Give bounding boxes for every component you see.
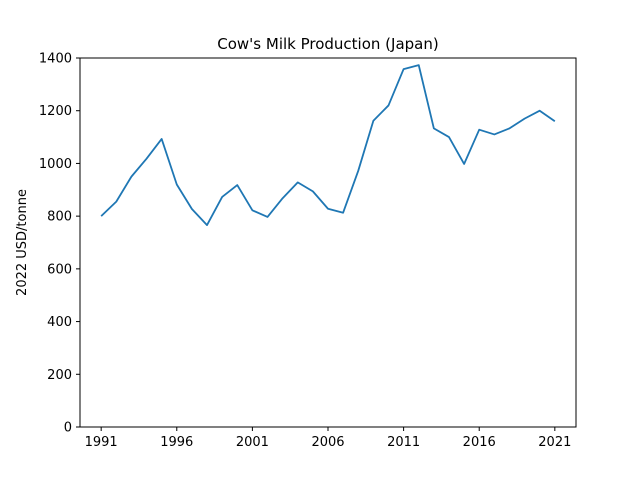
- y-tick-label: 1400: [39, 52, 72, 67]
- x-tick-label: 1991: [85, 435, 118, 450]
- x-tick-label: 1996: [160, 435, 193, 450]
- x-tick-label: 2001: [236, 435, 269, 450]
- y-tick-label: 800: [47, 210, 72, 225]
- y-tick-label: 1000: [39, 157, 72, 172]
- x-tick-label: 2021: [538, 435, 571, 450]
- y-axis: 0 200 400 600 800 1000 1200 1400: [39, 52, 80, 436]
- y-tick-label: 600: [47, 262, 72, 277]
- x-axis: 1991 1996 2001 2006 2011 2016 2021: [85, 427, 571, 450]
- y-tick-label: 0: [64, 421, 72, 436]
- y-axis-label: 2022 USD/tonne: [15, 189, 30, 296]
- y-tick-label: 1200: [39, 104, 72, 119]
- series-layer: [100, 64, 556, 227]
- y-tick-label: 200: [47, 368, 72, 383]
- series-line: [100, 64, 556, 227]
- x-tick-label: 2011: [387, 435, 420, 450]
- x-tick-label: 2006: [311, 435, 344, 450]
- chart-title: Cow's Milk Production (Japan): [217, 35, 438, 53]
- x-tick-label: 2016: [463, 435, 496, 450]
- y-tick-label: 400: [47, 315, 72, 330]
- plot-frame: [79, 57, 577, 428]
